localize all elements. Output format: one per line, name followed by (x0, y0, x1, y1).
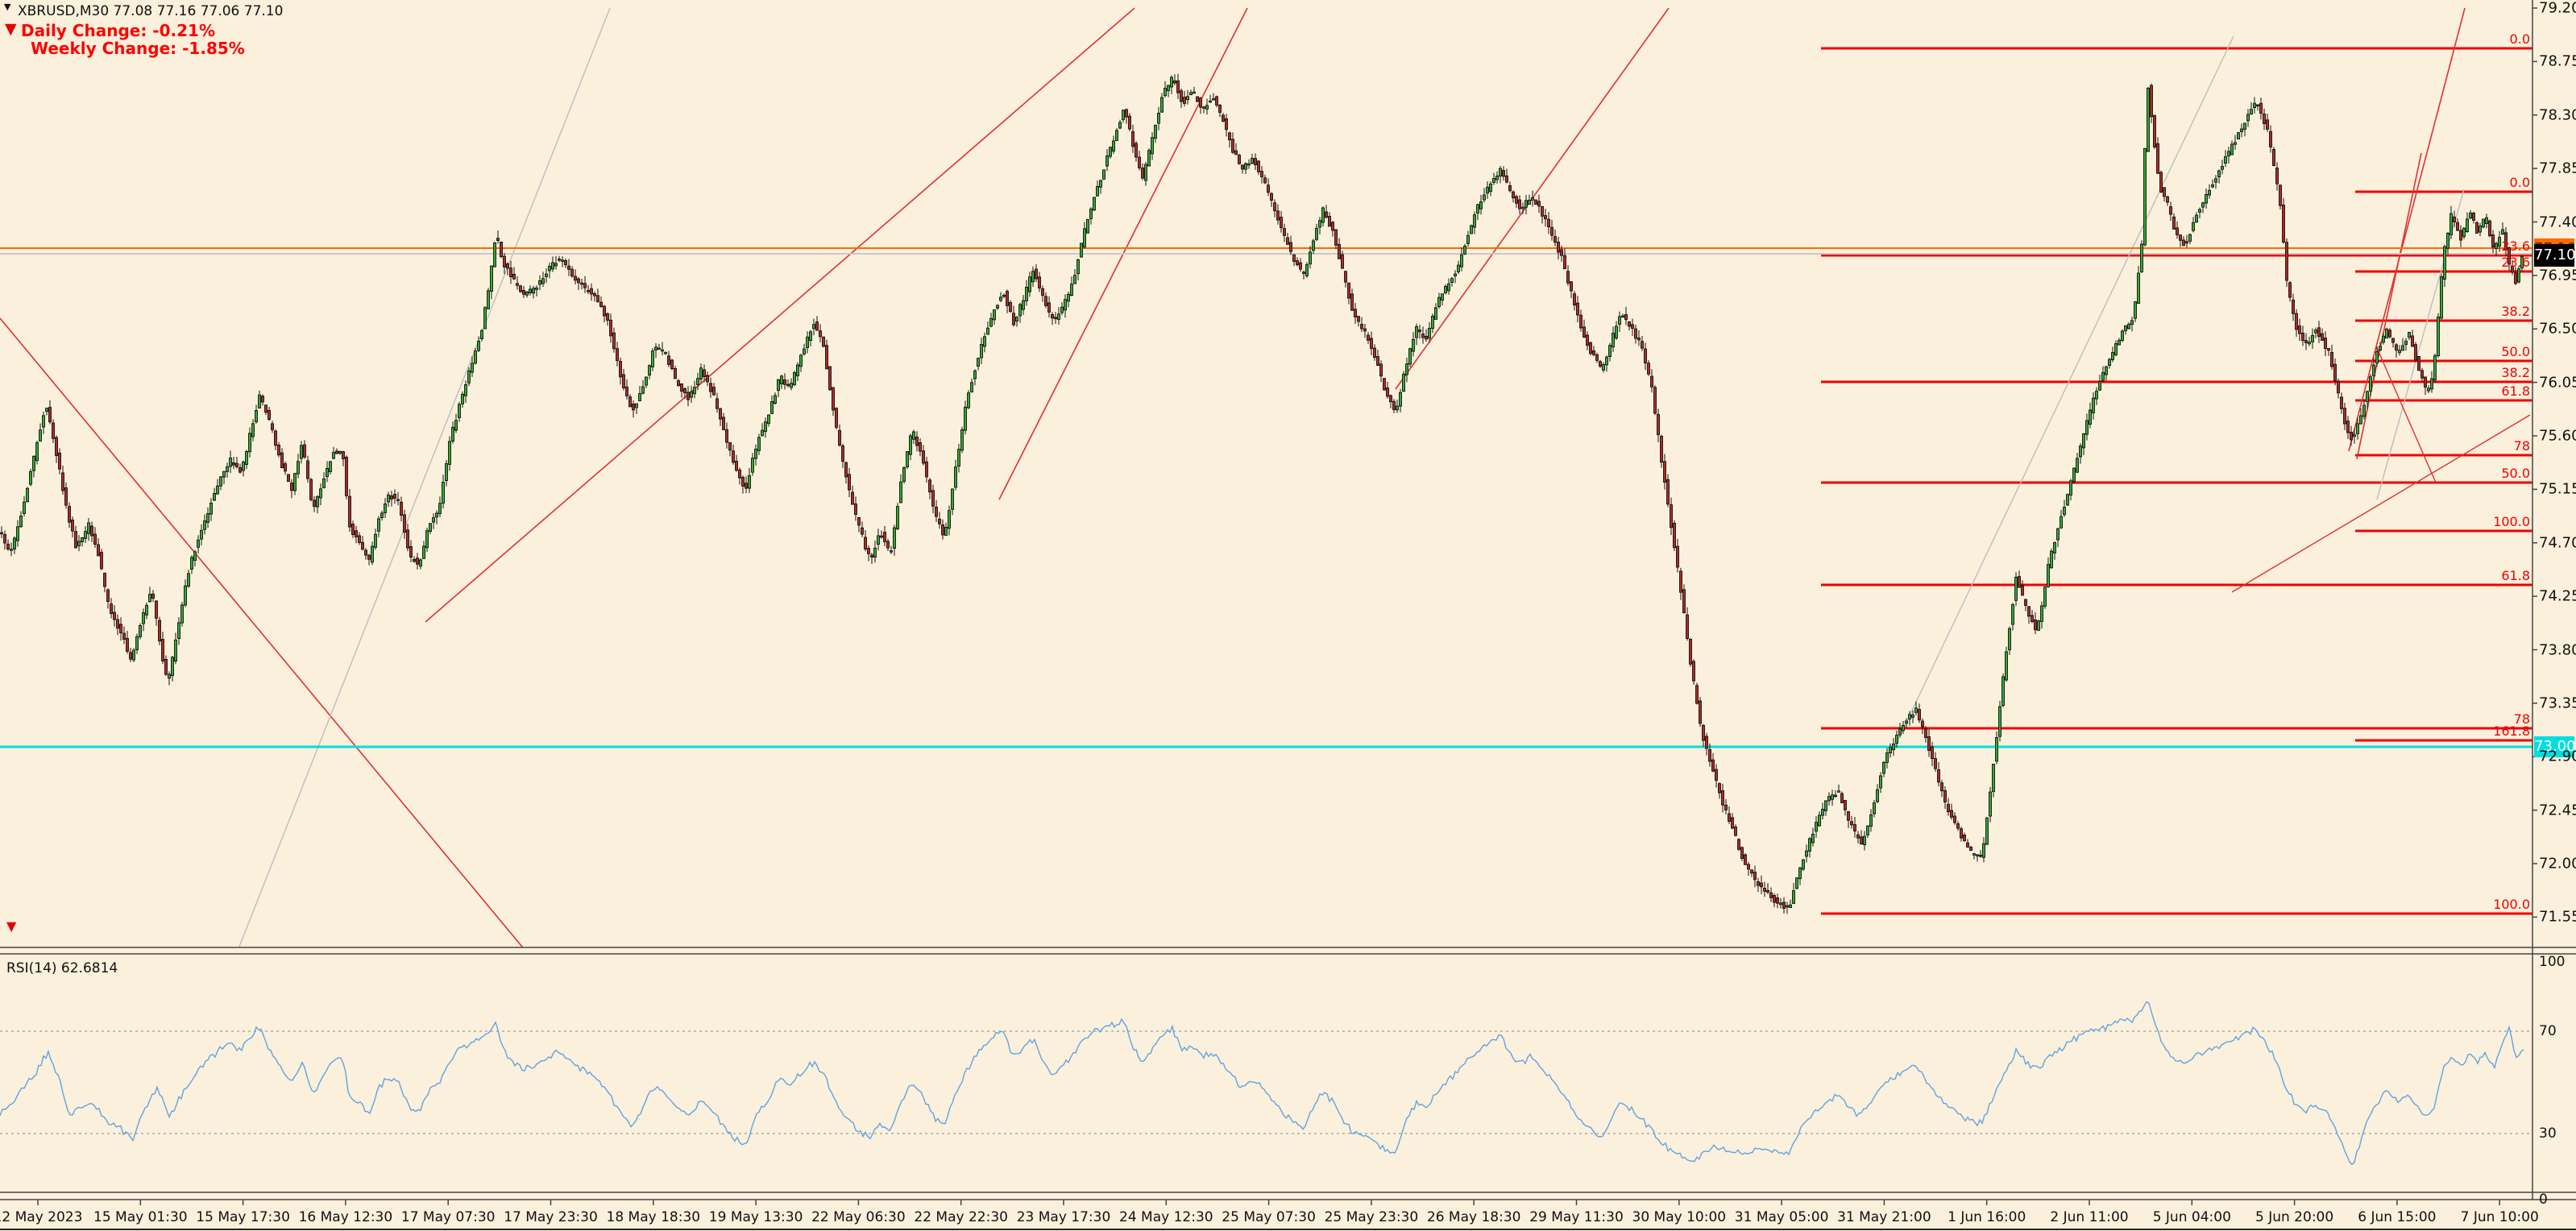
rsi-axis-label: 30 (2539, 1125, 2557, 1142)
price-axis-label: 72.00 (2539, 855, 2576, 872)
price-axis-label: 78.75 (2539, 52, 2576, 70)
rsi-indicator-label: RSI(14) 62.6814 (6, 960, 118, 976)
fib-level-label-38.2: 38.2 (2501, 365, 2530, 380)
price-axis-label: 71.55 (2539, 908, 2576, 926)
down-arrow-icon: ▼ (5, 20, 17, 38)
price-axis-label: 76.05 (2539, 374, 2576, 392)
fib-level-label-100.0: 100.0 (2493, 514, 2530, 529)
time-axis-label: 18 May 18:30 (606, 1209, 701, 1225)
fib-level-label-61.8: 61.8 (2501, 383, 2530, 399)
price-axis-label: 79.20 (2539, 0, 2576, 17)
daily-change-label: Daily Change: -0.21% (21, 21, 215, 40)
price-axis-label: 73.80 (2539, 641, 2576, 658)
price-axis-label: 72.90 (2539, 748, 2576, 765)
price-axis-label: 74.25 (2539, 587, 2576, 605)
time-axis-label: 19 May 13:30 (708, 1209, 803, 1225)
fib-level-label-38.2: 38.2 (2501, 304, 2530, 319)
price-axis-label: 76.95 (2539, 267, 2576, 284)
time-axis-label: 22 May 06:30 (811, 1209, 906, 1225)
price-axis-label: 74.70 (2539, 534, 2576, 552)
time-axis-label: 25 May 07:30 (1222, 1209, 1316, 1225)
candles-layer (0, 73, 2524, 914)
fib-level-label-50.0: 50.0 (2501, 466, 2530, 481)
time-axis-label: 31 May 05:00 (1734, 1209, 1829, 1225)
time-axis-label: 23 May 17:30 (1016, 1209, 1111, 1225)
time-axis-label: 31 May 21:00 (1837, 1209, 1931, 1225)
time-axis-label: 16 May 12:30 (298, 1209, 393, 1225)
horizontal-line-price-tag[interactable]: 73.00 (2534, 736, 2576, 757)
rsi-axis-label: 100 (2539, 954, 2566, 970)
time-axis-label: 12 May 2023 (0, 1209, 83, 1225)
main-chart-panel[interactable] (0, 7, 2532, 951)
price-axis-label: 77.85 (2539, 160, 2576, 177)
trendline-gray-right[interactable] (1893, 35, 2234, 750)
fib-level-label-23.6: 23.6 (2501, 255, 2530, 270)
price-axis-label: 72.45 (2539, 802, 2576, 819)
current-price-tag[interactable]: 77.10 (2534, 244, 2576, 267)
time-axis-label: 24 May 12:30 (1119, 1209, 1213, 1225)
trendline-gray-left[interactable] (238, 7, 611, 951)
time-axis-label: 22 May 22:30 (914, 1209, 1008, 1225)
trendline-steep-right-1[interactable] (2348, 7, 2466, 452)
rsi-line (0, 1001, 2524, 1166)
price-axis-label: 75.15 (2539, 480, 2576, 498)
fib-level-label-78: 78 (2513, 711, 2530, 727)
trendline-down-left[interactable] (0, 317, 525, 951)
time-axis-label: 6 Jun 15:00 (2358, 1209, 2437, 1225)
price-axis-label: 78.30 (2539, 106, 2576, 124)
fib-level-label-0.0: 0.0 (2509, 31, 2530, 47)
fib-level-label-100.0: 100.0 (2493, 897, 2530, 912)
time-axis-label: 15 May 17:30 (196, 1209, 290, 1225)
time-axis-label: 2 Jun 11:00 (2050, 1209, 2129, 1225)
fib-level-label-78: 78 (2513, 438, 2530, 454)
time-axis-label: 17 May 07:30 (400, 1209, 496, 1225)
fib-level-label-0.0: 0.0 (2509, 175, 2530, 190)
price-axis-label: 75.60 (2539, 427, 2576, 445)
time-axis-label: 26 May 18:30 (1426, 1209, 1521, 1225)
fib-level-label-23.6: 23.6 (2501, 238, 2530, 254)
price-axis-label: 76.50 (2539, 320, 2576, 338)
time-axis-label: 7 Jun 10:00 (2460, 1209, 2539, 1225)
fib-level-label-61.8: 61.8 (2501, 568, 2530, 583)
time-axis-label: 15 May 01:30 (93, 1209, 188, 1225)
rsi-axis-label: 0 (2539, 1192, 2548, 1208)
rsi-axis-label: 70 (2539, 1023, 2557, 1039)
symbol-ohlc-line: XBRUSD,M30 77.08 77.16 77.06 77.10 (18, 3, 284, 19)
fib-level-label-161.8: 161.8 (2493, 723, 2530, 739)
time-axis-label: 29 May 11:30 (1529, 1209, 1624, 1225)
trendline-up-1[interactable] (425, 7, 1135, 623)
time-axis-label: 25 May 23:30 (1324, 1209, 1419, 1225)
time-axis-label: 17 May 23:30 (504, 1209, 598, 1225)
price-axis-label: 77.40 (2539, 213, 2576, 230)
down-arrow-bottom-icon: ▼ (6, 918, 17, 934)
time-axis-label: 5 Jun 04:00 (2152, 1209, 2231, 1225)
trendline-gray-right-edge[interactable] (2376, 189, 2465, 500)
symbol-collapse-icon[interactable]: ▼ (4, 2, 11, 12)
weekly-change-label: Weekly Change: -1.85% (31, 39, 245, 58)
price-axis-label: 73.35 (2539, 694, 2576, 712)
trendline-down-right-edge[interactable] (2376, 347, 2437, 483)
time-axis-label: 30 May 10:00 (1632, 1209, 1727, 1225)
time-axis-label: 5 Jun 20:00 (2255, 1209, 2334, 1225)
trendline-shallow-right[interactable] (2231, 414, 2531, 593)
rsi-panel[interactable] (0, 1001, 2532, 1166)
fib-set-1[interactable] (1821, 47, 2532, 915)
fib-level-label-50.0: 50.0 (2501, 344, 2530, 359)
time-axis-label: 1 Jun 16:00 (1948, 1209, 2026, 1225)
